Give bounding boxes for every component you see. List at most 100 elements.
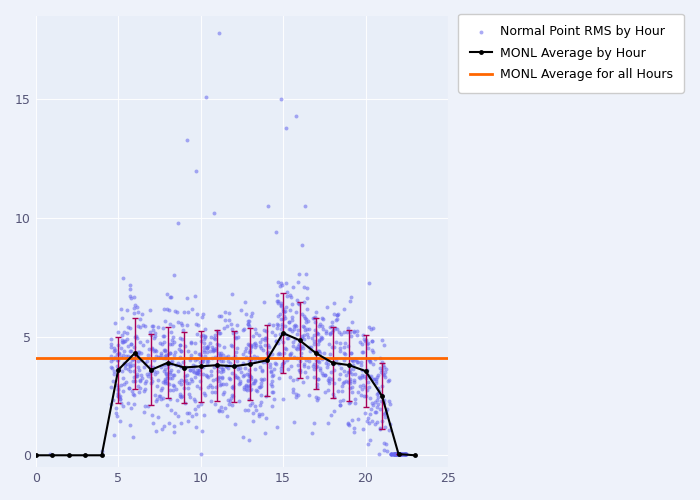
Normal Point RMS by Hour <box>246 308 258 316</box>
Normal Point RMS by Hour <box>122 336 133 344</box>
Normal Point RMS by Hour <box>328 392 339 400</box>
Normal Point RMS by Hour <box>136 371 147 379</box>
Normal Point RMS by Hour <box>273 374 284 382</box>
Normal Point RMS by Hour <box>114 416 125 424</box>
Normal Point RMS by Hour <box>220 380 232 388</box>
Normal Point RMS by Hour <box>242 320 253 328</box>
Normal Point RMS by Hour <box>128 400 139 408</box>
Normal Point RMS by Hour <box>280 304 291 312</box>
Normal Point RMS by Hour <box>346 318 358 326</box>
Normal Point RMS by Hour <box>217 351 228 359</box>
Normal Point RMS by Hour <box>349 354 360 362</box>
Normal Point RMS by Hour <box>310 363 321 371</box>
Normal Point RMS by Hour <box>138 322 149 330</box>
Normal Point RMS by Hour <box>118 402 129 410</box>
Normal Point RMS by Hour <box>390 450 401 458</box>
Normal Point RMS by Hour <box>185 354 196 362</box>
Normal Point RMS by Hour <box>365 372 377 380</box>
Normal Point RMS by Hour <box>125 347 136 355</box>
Normal Point RMS by Hour <box>232 344 243 352</box>
Normal Point RMS by Hour <box>288 282 299 290</box>
Normal Point RMS by Hour <box>168 422 179 430</box>
Normal Point RMS by Hour <box>145 370 156 378</box>
Normal Point RMS by Hour <box>157 426 168 434</box>
Normal Point RMS by Hour <box>374 405 385 413</box>
Normal Point RMS by Hour <box>338 328 349 336</box>
Normal Point RMS by Hour <box>160 360 172 368</box>
Normal Point RMS by Hour <box>265 368 276 376</box>
Normal Point RMS by Hour <box>225 320 236 328</box>
Normal Point RMS by Hour <box>363 356 374 364</box>
Normal Point RMS by Hour <box>212 340 223 347</box>
Normal Point RMS by Hour <box>249 364 260 372</box>
Normal Point RMS by Hour <box>155 364 167 372</box>
Normal Point RMS by Hour <box>243 322 254 330</box>
Normal Point RMS by Hour <box>169 408 181 416</box>
Normal Point RMS by Hour <box>353 414 364 422</box>
Normal Point RMS by Hour <box>341 328 352 336</box>
Normal Point RMS by Hour <box>167 371 178 379</box>
Normal Point RMS by Hour <box>275 302 286 310</box>
Normal Point RMS by Hour <box>281 124 292 132</box>
Normal Point RMS by Hour <box>175 376 186 384</box>
Normal Point RMS by Hour <box>202 373 214 381</box>
Normal Point RMS by Hour <box>272 320 283 328</box>
Normal Point RMS by Hour <box>247 399 258 407</box>
Normal Point RMS by Hour <box>265 363 276 371</box>
Normal Point RMS by Hour <box>285 306 296 314</box>
Normal Point RMS by Hour <box>389 450 400 458</box>
Normal Point RMS by Hour <box>310 356 321 364</box>
Normal Point RMS by Hour <box>158 346 169 354</box>
Normal Point RMS by Hour <box>125 359 136 367</box>
Normal Point RMS by Hour <box>217 365 228 373</box>
Normal Point RMS by Hour <box>176 392 188 400</box>
Normal Point RMS by Hour <box>149 370 160 378</box>
Normal Point RMS by Hour <box>302 373 313 381</box>
Normal Point RMS by Hour <box>302 305 313 313</box>
Normal Point RMS by Hour <box>176 335 187 343</box>
Normal Point RMS by Hour <box>172 359 183 367</box>
Normal Point RMS by Hour <box>286 316 297 324</box>
Normal Point RMS by Hour <box>272 296 284 304</box>
Normal Point RMS by Hour <box>197 313 208 321</box>
Normal Point RMS by Hour <box>287 313 298 321</box>
Normal Point RMS by Hour <box>389 450 400 458</box>
Normal Point RMS by Hour <box>260 334 272 342</box>
Normal Point RMS by Hour <box>270 228 281 235</box>
Normal Point RMS by Hour <box>113 384 124 392</box>
Normal Point RMS by Hour <box>214 380 225 388</box>
Normal Point RMS by Hour <box>161 401 172 409</box>
Normal Point RMS by Hour <box>168 338 179 346</box>
Normal Point RMS by Hour <box>128 309 139 317</box>
Normal Point RMS by Hour <box>206 354 218 362</box>
Normal Point RMS by Hour <box>185 366 196 374</box>
Normal Point RMS by Hour <box>168 351 179 359</box>
Normal Point RMS by Hour <box>293 270 304 278</box>
Normal Point RMS by Hour <box>111 404 122 411</box>
Normal Point RMS by Hour <box>122 306 133 314</box>
Normal Point RMS by Hour <box>244 401 256 409</box>
Normal Point RMS by Hour <box>199 334 211 342</box>
Normal Point RMS by Hour <box>395 450 406 458</box>
Normal Point RMS by Hour <box>207 348 218 356</box>
Normal Point RMS by Hour <box>153 323 164 331</box>
Normal Point RMS by Hour <box>344 384 356 392</box>
Normal Point RMS by Hour <box>136 374 148 382</box>
Normal Point RMS by Hour <box>117 336 128 344</box>
Normal Point RMS by Hour <box>389 450 400 458</box>
Normal Point RMS by Hour <box>301 330 312 338</box>
Normal Point RMS by Hour <box>161 290 172 298</box>
Normal Point RMS by Hour <box>397 450 408 458</box>
Normal Point RMS by Hour <box>302 362 314 370</box>
Normal Point RMS by Hour <box>339 350 350 358</box>
Normal Point RMS by Hour <box>227 382 238 390</box>
Normal Point RMS by Hour <box>289 336 300 344</box>
Normal Point RMS by Hour <box>175 393 186 401</box>
Normal Point RMS by Hour <box>301 318 312 326</box>
Normal Point RMS by Hour <box>125 366 136 374</box>
Normal Point RMS by Hour <box>128 304 139 312</box>
Normal Point RMS by Hour <box>358 348 369 356</box>
Normal Point RMS by Hour <box>202 348 213 356</box>
Normal Point RMS by Hour <box>265 360 276 368</box>
Normal Point RMS by Hour <box>167 381 178 389</box>
